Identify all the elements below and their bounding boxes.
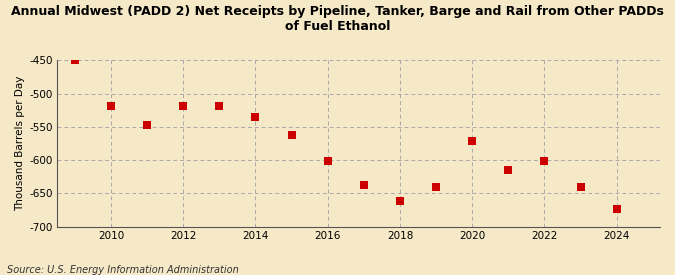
Point xyxy=(612,207,622,211)
Point xyxy=(105,104,116,108)
Point xyxy=(539,158,550,163)
Point xyxy=(395,199,406,204)
Point xyxy=(431,185,441,189)
Text: Source: U.S. Energy Information Administration: Source: U.S. Energy Information Administ… xyxy=(7,265,238,275)
Point xyxy=(358,183,369,187)
Point xyxy=(250,115,261,119)
Point xyxy=(575,185,586,189)
Point xyxy=(286,133,297,138)
Point xyxy=(323,158,333,163)
Point xyxy=(214,104,225,108)
Text: Annual Midwest (PADD 2) Net Receipts by Pipeline, Tanker, Barge and Rail from Ot: Annual Midwest (PADD 2) Net Receipts by … xyxy=(11,6,664,34)
Y-axis label: Thousand Barrels per Day: Thousand Barrels per Day xyxy=(15,76,25,211)
Point xyxy=(503,168,514,172)
Point xyxy=(178,104,188,108)
Point xyxy=(70,57,80,62)
Point xyxy=(467,139,478,144)
Point xyxy=(142,123,153,128)
